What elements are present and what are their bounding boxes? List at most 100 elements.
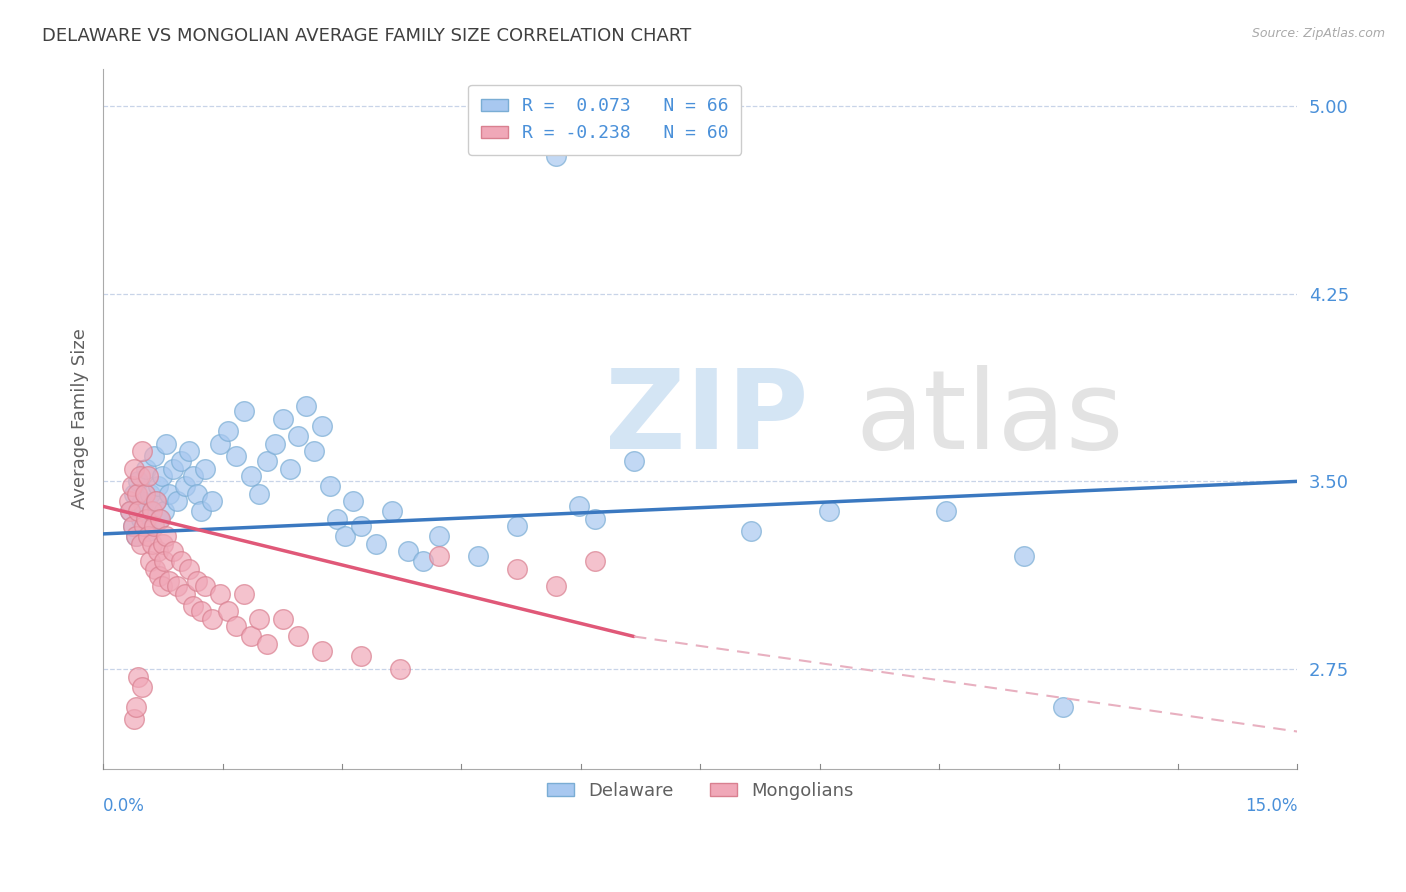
Point [124, 712, 146, 726]
Point [186, 574, 208, 589]
Point [121, 479, 143, 493]
Point [145, 562, 167, 576]
Point [153, 554, 176, 568]
Point [240, 630, 263, 644]
Point [194, 579, 217, 593]
Point [209, 587, 232, 601]
Point [350, 519, 373, 533]
Point [174, 587, 197, 601]
Point [544, 579, 567, 593]
Point [155, 437, 177, 451]
Point [127, 669, 149, 683]
Point [177, 562, 200, 576]
Point [127, 475, 149, 489]
Point [1012, 549, 1035, 564]
Point [740, 524, 762, 539]
Point [170, 554, 193, 568]
Point [125, 529, 148, 543]
Point [427, 549, 450, 564]
Point [145, 494, 167, 508]
Point [136, 529, 159, 543]
Point [256, 454, 278, 468]
Point [311, 419, 333, 434]
Point [280, 462, 302, 476]
Text: 0.0%: 0.0% [103, 797, 145, 815]
Point [159, 487, 181, 501]
Point [125, 487, 148, 501]
Point [544, 149, 567, 163]
Point [145, 494, 167, 508]
Point [217, 604, 239, 618]
Point [287, 630, 309, 644]
Text: 15.0%: 15.0% [1244, 797, 1298, 815]
Point [381, 504, 404, 518]
Point [162, 462, 184, 476]
Point [366, 537, 388, 551]
Text: Source: ZipAtlas.com: Source: ZipAtlas.com [1251, 27, 1385, 40]
Point [166, 579, 188, 593]
Point [467, 549, 489, 564]
Point [162, 544, 184, 558]
Point [271, 612, 294, 626]
Point [318, 479, 340, 493]
Point [225, 619, 247, 633]
Point [427, 529, 450, 543]
Point [247, 612, 270, 626]
Point [121, 519, 143, 533]
Point [232, 587, 254, 601]
Point [342, 494, 364, 508]
Point [217, 425, 239, 439]
Point [295, 399, 318, 413]
Point [153, 504, 176, 518]
Point [201, 612, 224, 626]
Point [146, 544, 169, 558]
Point [326, 512, 349, 526]
Point [247, 487, 270, 501]
Point [623, 454, 645, 468]
Point [201, 494, 224, 508]
Point [142, 519, 165, 533]
Point [129, 512, 152, 526]
Point [120, 504, 142, 518]
Point [148, 569, 170, 583]
Point [700, 129, 723, 144]
Point [127, 504, 149, 518]
Point [174, 479, 197, 493]
Point [388, 662, 411, 676]
Point [350, 649, 373, 664]
Point [240, 469, 263, 483]
Point [150, 579, 173, 593]
Point [190, 604, 212, 618]
Point [287, 429, 309, 443]
Point [190, 504, 212, 518]
Point [131, 494, 153, 508]
Point [121, 519, 143, 533]
Point [209, 437, 232, 451]
Point [149, 512, 172, 526]
Point [1052, 699, 1074, 714]
Point [166, 494, 188, 508]
Point [225, 450, 247, 464]
Point [148, 512, 170, 526]
Point [152, 537, 174, 551]
Point [506, 562, 529, 576]
Point [131, 444, 153, 458]
Point [135, 512, 157, 526]
Point [124, 487, 146, 501]
Point [818, 504, 841, 518]
Point [186, 487, 208, 501]
Point [120, 504, 142, 518]
Point [181, 469, 204, 483]
Point [506, 519, 529, 533]
Point [139, 487, 162, 501]
Point [311, 644, 333, 658]
Point [146, 479, 169, 493]
Text: DELAWARE VS MONGOLIAN AVERAGE FAMILY SIZE CORRELATION CHART: DELAWARE VS MONGOLIAN AVERAGE FAMILY SIZ… [42, 27, 692, 45]
Point [155, 529, 177, 543]
Point [142, 450, 165, 464]
Point [128, 469, 150, 483]
Point [583, 512, 606, 526]
Point [333, 529, 356, 543]
Point [583, 554, 606, 568]
Point [131, 680, 153, 694]
